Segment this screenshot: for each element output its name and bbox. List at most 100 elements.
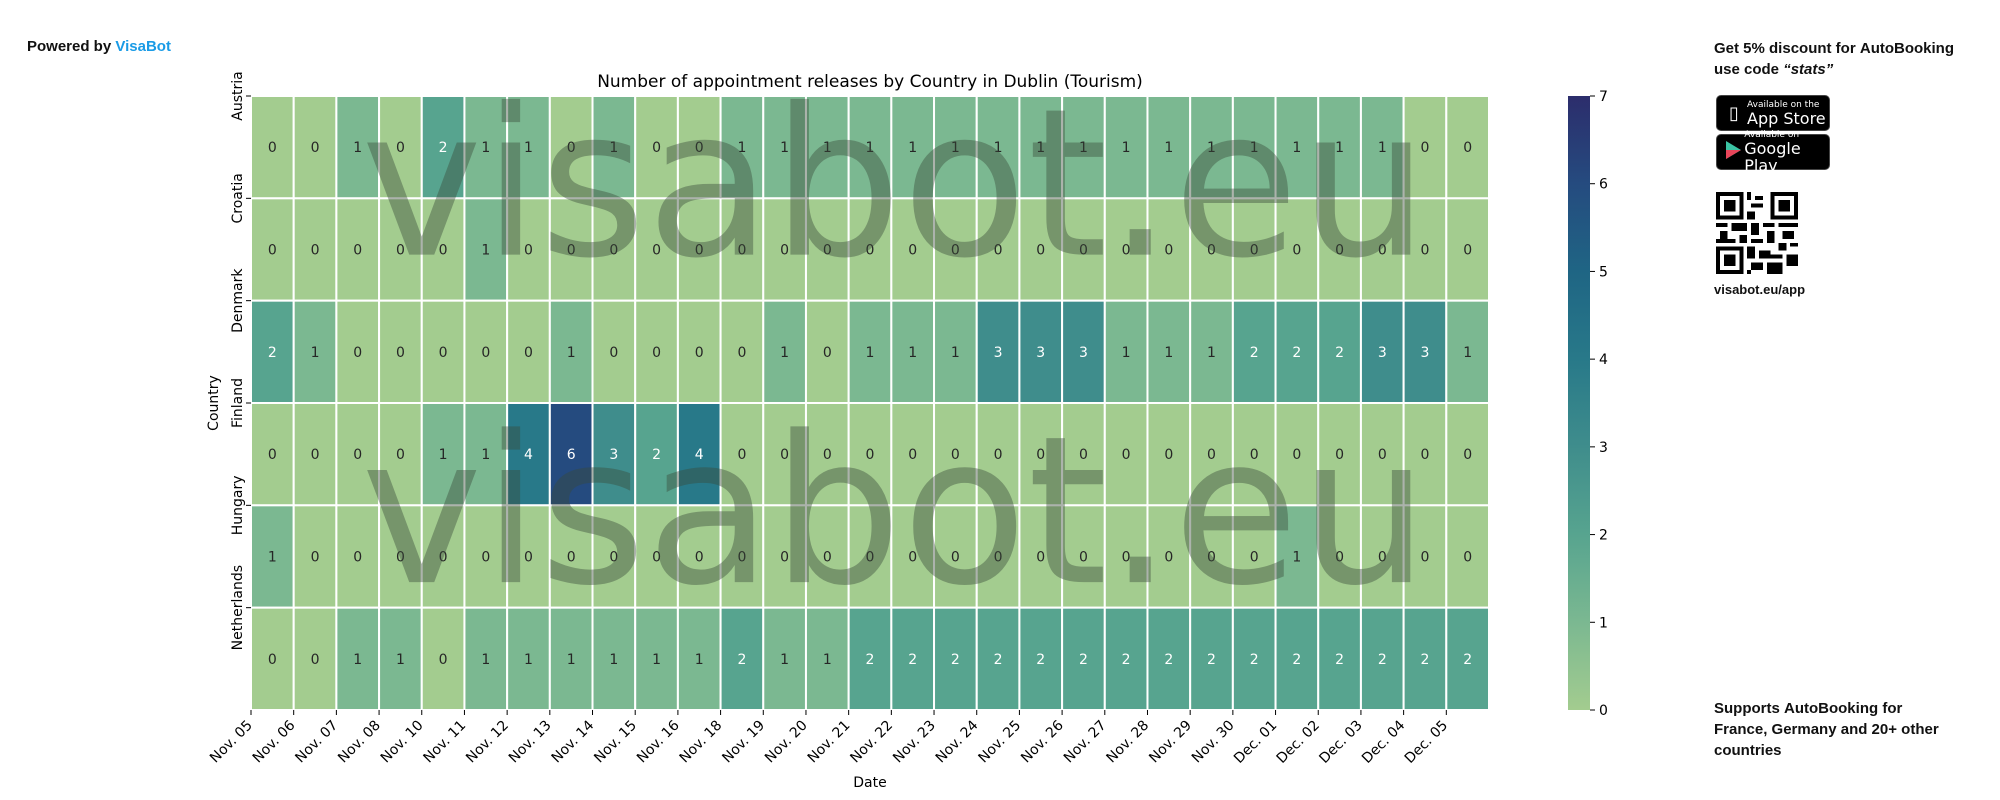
cell-value-label: 0 [1292, 243, 1301, 259]
heatmap-cell [1359, 299, 1405, 404]
heatmap-cell [1061, 299, 1106, 404]
heatmap-cell [1402, 95, 1448, 200]
cell-value-label: 1 [951, 140, 960, 156]
cell-value-label: 1 [481, 243, 490, 259]
heatmap-cell [463, 197, 509, 302]
cell-value-label: 0 [439, 243, 448, 259]
google-play-big: Google Play [1744, 139, 1801, 175]
heatmap-cell [634, 402, 679, 507]
heatmap-cell [975, 606, 1021, 712]
heatmap-cell [847, 504, 893, 609]
app-store-button[interactable]: ▯ Available on the App Store [1716, 95, 1830, 131]
cell-value-label: 0 [396, 447, 405, 463]
cell-value-label: 1 [866, 345, 875, 361]
cell-value-label: 1 [524, 140, 533, 156]
cell-value-label: 0 [1378, 550, 1387, 566]
cell-value-label: 2 [1250, 652, 1259, 668]
heatmap-cell [1274, 402, 1320, 507]
cell-value-label: 0 [780, 447, 789, 463]
google-play-button[interactable]: Available on Google Play [1716, 130, 1830, 174]
x-tick-label: Nov. 16 [634, 717, 683, 766]
cell-value-label: 0 [1378, 243, 1387, 259]
promo-product: AutoBooking [1859, 40, 1955, 57]
heatmap-cell [506, 402, 551, 507]
cell-value-label: 1 [609, 140, 618, 156]
cell-value-label: 0 [951, 243, 960, 259]
heatmap-cell [676, 197, 722, 302]
cell-value-label: 1 [439, 447, 448, 463]
discount-promo: Get 5% discount for AutoBooking use code… [1714, 38, 1974, 80]
x-tick-label: Nov. 27 [1061, 718, 1110, 767]
x-tick-label: Nov. 11 [421, 718, 470, 767]
cell-value-label: 0 [823, 447, 832, 463]
cell-value-label: 1 [908, 140, 917, 156]
heatmap-cell [292, 299, 338, 404]
cell-value-label: 3 [1421, 345, 1430, 361]
cell-value-label: 0 [396, 140, 405, 156]
heatmap-cell [1445, 402, 1490, 507]
cell-value-label: 1 [1122, 140, 1131, 156]
y-tick-label: Austria [230, 71, 246, 120]
heatmap-cell [548, 402, 594, 507]
cell-value-label: 0 [396, 550, 405, 566]
heatmap-cell [506, 606, 551, 712]
cell-value-label: 0 [609, 243, 618, 259]
x-tick-label: Nov. 15 [591, 718, 640, 767]
heatmap-cell [292, 402, 338, 507]
cell-value-label: 1 [1292, 550, 1301, 566]
heatmap-cell [847, 197, 893, 302]
cell-value-label: 1 [268, 550, 277, 566]
cell-value-label: 1 [737, 140, 746, 156]
heatmap-cell [1274, 197, 1320, 302]
heatmap-cell [634, 197, 679, 302]
cell-value-label: 4 [524, 447, 533, 463]
cell-value-label: 1 [1335, 140, 1344, 156]
supports-prefix: Supports [1714, 700, 1784, 717]
cell-value-label: 0 [311, 140, 320, 156]
visabot-brand-link[interactable]: VisaBot [115, 38, 171, 55]
heatmap-cell [719, 504, 765, 609]
heatmap-cell [1274, 299, 1320, 404]
colorbar-tick-label: 4 [1599, 352, 1608, 368]
heatmap-cell [1317, 299, 1362, 404]
heatmap-cell [1018, 95, 1064, 200]
heatmap-cell [762, 504, 807, 609]
cell-value-label: 0 [1036, 447, 1045, 463]
cell-value-label: 2 [1421, 652, 1430, 668]
cell-value-label: 0 [823, 345, 832, 361]
heatmap-cell [1146, 95, 1192, 200]
heatmap-cell [378, 299, 423, 404]
heatmap-cell [335, 606, 381, 712]
qr-link-label[interactable]: visabot.eu/app [1714, 282, 1806, 297]
heatmap-cell [1061, 504, 1106, 609]
cell-value-label: 0 [353, 550, 362, 566]
x-tick-label: Nov. 19 [719, 718, 768, 767]
heatmap-cell [292, 606, 338, 712]
cell-value-label: 0 [311, 652, 320, 668]
heatmap-cell [1018, 299, 1064, 404]
heatmap-cell [890, 299, 936, 404]
cell-value-label: 0 [1463, 140, 1472, 156]
cell-value-label: 0 [1250, 243, 1259, 259]
cell-value-label: 1 [1079, 140, 1088, 156]
cell-value-label: 0 [1164, 243, 1173, 259]
y-tick-label: Netherlands [230, 565, 246, 650]
cell-value-label: 1 [780, 140, 789, 156]
heatmap-cell [933, 606, 978, 712]
cell-value-label: 0 [908, 243, 917, 259]
supports-rest: for France, Germany and 20+ other countr… [1714, 700, 1939, 759]
heatmap-cell [676, 95, 722, 200]
powered-by: Powered by VisaBot [27, 38, 171, 55]
y-tick-label: Denmark [230, 268, 246, 333]
cell-value-label: 1 [567, 652, 576, 668]
qr-code-icon[interactable] [1716, 192, 1798, 274]
cell-value-label: 0 [1421, 447, 1430, 463]
cell-value-label: 0 [1207, 243, 1216, 259]
x-tick-label: Nov. 08 [335, 718, 384, 767]
cell-value-label: 0 [481, 550, 490, 566]
cell-value-label: 0 [439, 652, 448, 668]
cell-value-label: 0 [1122, 447, 1131, 463]
heatmap-cell [804, 504, 850, 609]
colorbar-tick-label: 2 [1599, 528, 1608, 544]
heatmap-cell [420, 299, 466, 404]
